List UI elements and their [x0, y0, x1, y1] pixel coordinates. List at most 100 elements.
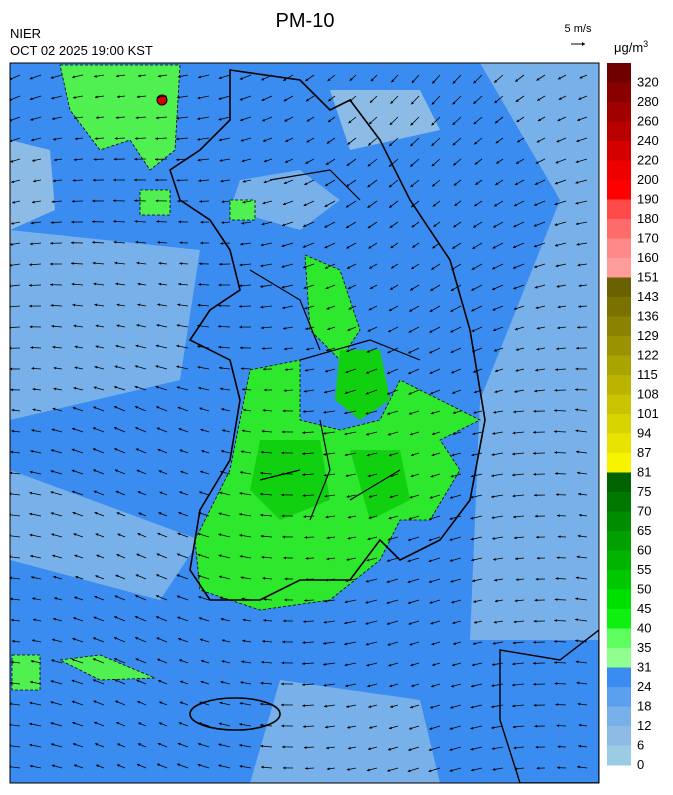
wind-arrowhead	[113, 199, 116, 203]
wind-arrowhead	[240, 138, 244, 142]
wind-arrowhead	[240, 681, 244, 685]
wind-arrowhead	[73, 386, 77, 390]
wind-arrowhead	[513, 746, 517, 750]
wind-arrowhead	[452, 122, 456, 125]
wind-arrowhead	[449, 538, 453, 541]
wind-arrowhead	[281, 661, 285, 665]
wind-arrowhead	[115, 700, 119, 704]
wind-arrowhead	[346, 266, 350, 269]
wind-arrowhead	[261, 555, 265, 559]
wind-arrowhead	[239, 555, 243, 558]
wind-arrowhead	[407, 580, 411, 584]
wind-arrowhead	[555, 160, 559, 164]
wind-arrowhead	[260, 243, 264, 247]
wind-arrowhead	[218, 512, 222, 516]
wind-arrowhead	[96, 764, 100, 768]
wind-arrowhead	[575, 618, 578, 622]
wind-arrowhead	[72, 179, 76, 182]
wind-arrowhead	[31, 576, 34, 579]
wind-arrowhead	[260, 723, 263, 727]
colorbar-block	[607, 589, 631, 610]
wind-arrowhead	[578, 305, 582, 308]
wind-arrowhead	[71, 700, 75, 704]
wind-arrowhead	[54, 597, 58, 600]
wind-arrowhead	[94, 303, 98, 307]
wind-arrowhead	[134, 219, 138, 223]
wind-arrowhead	[302, 704, 306, 708]
wind-arrowhead	[197, 742, 201, 746]
wind-arrowhead	[178, 220, 182, 224]
wind-arrowhead	[533, 661, 536, 665]
wind-arrowhead	[408, 748, 412, 751]
wind-arrowhead	[407, 538, 411, 542]
wind-arrowhead	[134, 137, 138, 140]
wind-arrowhead	[558, 76, 562, 80]
colorbar-label: 136	[637, 309, 659, 324]
wind-arrowhead	[537, 118, 541, 121]
wind-arrowhead	[113, 219, 116, 223]
wind-arrowhead	[348, 120, 352, 124]
wind-arrowhead	[450, 329, 454, 333]
wind-arrowhead	[536, 77, 540, 81]
wind-arrowhead	[177, 75, 181, 78]
wind-arrowhead	[10, 367, 12, 371]
wind-arrowhead	[156, 763, 160, 767]
wind-arrowhead	[554, 682, 558, 685]
wind-arrowhead	[512, 641, 516, 645]
wind-arrowhead	[29, 491, 33, 495]
colorbar-block	[607, 277, 631, 298]
colorbar-block	[607, 745, 631, 766]
wind-arrowhead	[29, 325, 33, 329]
wind-arrowhead	[220, 617, 224, 621]
wind-arrowhead	[365, 432, 369, 436]
wind-arrowhead	[117, 743, 121, 747]
wind-arrowhead	[179, 449, 183, 453]
colorbar-label: 70	[637, 504, 651, 519]
wind-arrowhead	[115, 574, 119, 578]
wind-arrowhead	[326, 140, 330, 144]
wind-arrowhead	[365, 600, 369, 604]
wind-arrowhead	[554, 451, 558, 454]
wind-arrowhead	[239, 512, 243, 516]
wind-arrowhead	[428, 580, 432, 583]
wind-arrowhead	[199, 407, 203, 411]
wind-arrowhead	[135, 344, 139, 348]
wind-arrowhead	[410, 287, 414, 291]
wind-arrowhead	[494, 599, 498, 603]
wind-arrowhead	[283, 98, 287, 102]
wind-arrowhead	[554, 388, 558, 392]
wind-arrowhead	[492, 432, 496, 435]
colorbar-block	[607, 199, 631, 220]
wind-arrowhead	[176, 95, 180, 99]
wind-arrowhead	[115, 282, 119, 286]
wind-arrowhead	[116, 764, 120, 767]
wind-arrowhead	[92, 261, 96, 265]
wind-arrowhead	[157, 74, 161, 78]
wind-arrowhead	[240, 367, 244, 371]
wind-arrowhead	[472, 642, 476, 645]
wind-arrowhead	[471, 287, 475, 291]
wind-arrowhead	[53, 366, 57, 370]
wind-arrowhead	[136, 679, 140, 683]
wind-arrowhead	[556, 347, 559, 351]
wind-arrowhead	[473, 600, 477, 603]
wind-arrowhead	[348, 306, 352, 310]
wind-arrowhead	[197, 345, 200, 348]
wind-arrowhead	[54, 158, 57, 162]
wind-arrowhead	[534, 724, 538, 728]
wind-arrowhead	[261, 429, 265, 433]
wind-arrowhead	[242, 200, 246, 204]
wind-arrowhead	[453, 642, 457, 645]
wind-arrowhead	[387, 412, 391, 415]
wind-arrowhead	[387, 769, 391, 772]
colorbar-block	[607, 258, 631, 278]
wind-arrowhead	[556, 284, 560, 288]
wind-arrowhead	[409, 642, 413, 646]
wind-arrowhead	[220, 680, 224, 684]
wind-arrowhead	[93, 386, 97, 390]
wind-arrowhead	[450, 350, 454, 353]
wind-arrowhead	[304, 306, 308, 310]
wind-arrowhead	[137, 533, 141, 536]
wind-arrowhead	[134, 199, 137, 203]
wind-arrowhead	[533, 640, 536, 644]
